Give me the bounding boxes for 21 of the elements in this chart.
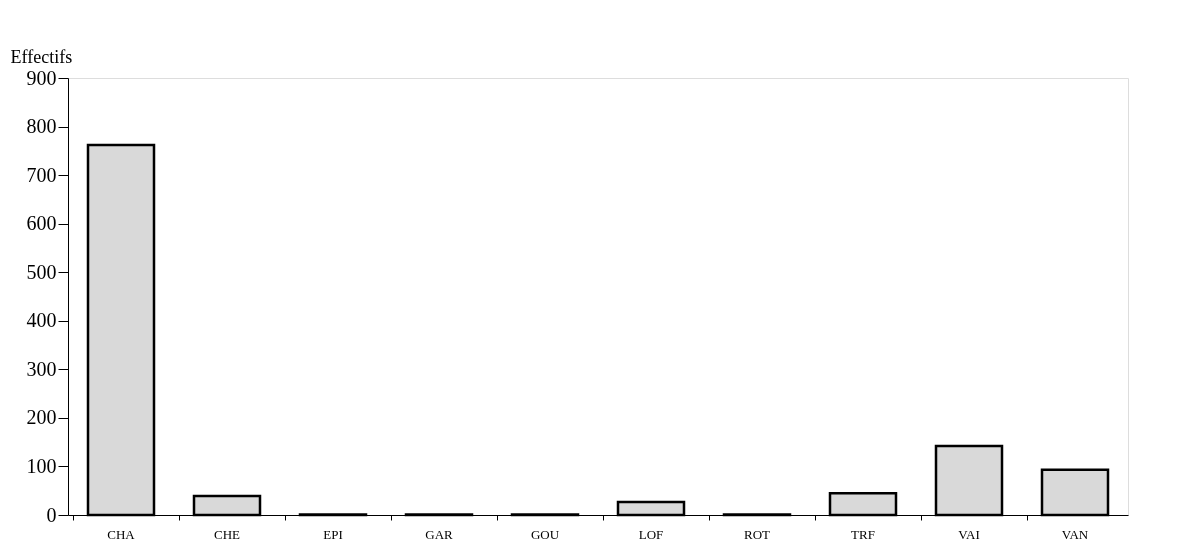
y-tick-label: 800	[26, 115, 57, 138]
y-tick-label: 600	[26, 212, 57, 235]
y-tick-label: 300	[26, 357, 57, 380]
x-tick-label: VAI	[958, 526, 980, 542]
x-tick-label: GOU	[530, 526, 560, 542]
x-tick-label: CHA	[107, 526, 136, 542]
y-tick-label: 700	[26, 163, 57, 186]
x-tick-label: EPI	[323, 526, 343, 542]
y-tick-label: 200	[26, 406, 57, 429]
x-tick-label: GAR	[425, 526, 454, 542]
x-tick-label: LOF	[638, 526, 664, 542]
y-tick-label: 0	[46, 503, 57, 526]
x-tick-label: CHE	[214, 526, 241, 542]
y-tick-label: 400	[26, 309, 57, 332]
x-tick-label: VAN	[1061, 526, 1089, 542]
y-tick-label: 100	[26, 454, 57, 477]
y-tick-label: 900	[26, 66, 57, 89]
x-tick-label: TRF	[851, 526, 875, 542]
x-tick-label: ROT	[744, 526, 771, 542]
y-tick-label: 500	[26, 260, 57, 283]
y-axis-title: Effectifs	[10, 46, 73, 67]
